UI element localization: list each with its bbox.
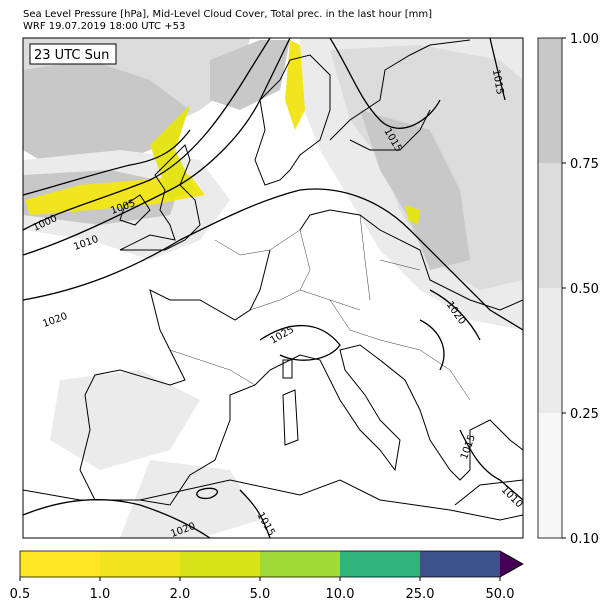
precip-tick-label: 25.0 [406,587,435,602]
time-label: 23 UTC Sun [34,48,109,63]
map-area: 23 UTC Sun 10001005101010201025102010151… [23,38,523,538]
cloud-colorbar [537,37,563,539]
precip-tick-label: 0.5 [10,587,31,602]
cloud-tick-label: 0.10 [570,532,599,547]
precip-tick-label: 50.0 [486,587,515,602]
subtitle: WRF 19.07.2019 18:00 UTC +53 [23,21,185,32]
precip-tick-label: 1.0 [90,587,111,602]
precip-colorbar [19,550,524,578]
cloud-tick-label: 0.50 [570,282,599,297]
cloud-tick-label: 1.00 [570,32,599,47]
cloud-tick-label: 0.75 [570,157,599,172]
contour-label: 1015 [490,69,505,96]
cloud-tick-label: 0.25 [570,407,599,422]
precip-tick-label: 10.0 [326,587,355,602]
precip-tick-label: 5.0 [250,587,271,602]
precip-tick-label: 2.0 [170,587,191,602]
title: Sea Level Pressure [hPa], Mid-Level Clou… [23,9,432,20]
